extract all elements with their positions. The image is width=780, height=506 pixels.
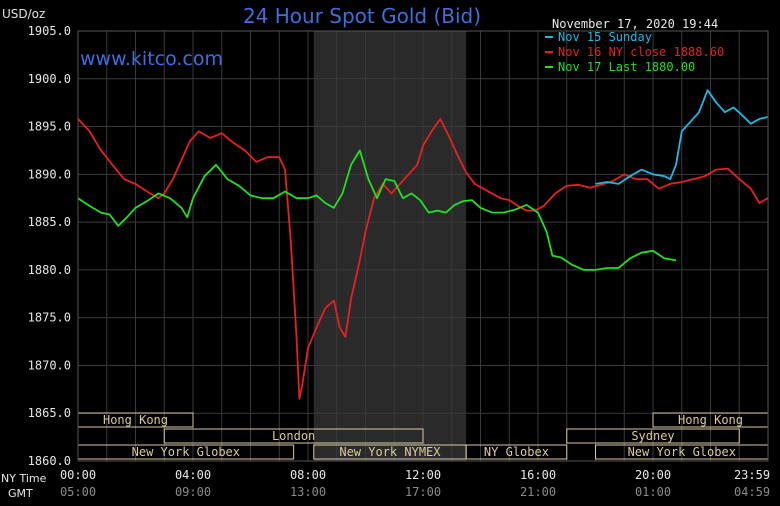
- session-bar: [566, 428, 740, 444]
- session-label: London: [272, 429, 315, 443]
- y-tick-label: 1905.0: [28, 24, 71, 38]
- y-tick-label: 1865.0: [28, 406, 71, 420]
- legend-entry: Nov 15 Sunday: [558, 30, 652, 44]
- y-axis: 1905.0 1900.0 1895.0 1890.0 1885.0 1880.0 1875…: [28, 24, 71, 468]
- session-bar: [465, 444, 568, 460]
- ny-time-tick: 16:00: [520, 468, 556, 482]
- y-tick-label: 1875.0: [28, 311, 71, 325]
- y-tick-label: 1870.0: [28, 358, 71, 372]
- gmt-label: GMT: [8, 487, 33, 500]
- session-bars: Hong Kong Hong Kong London Sydney New York G…: [77, 412, 769, 460]
- y-tick-label: 1895.0: [28, 120, 71, 134]
- grid-lines: [78, 30, 768, 462]
- y-tick-label: 1890.0: [28, 167, 71, 181]
- gmt-tick: 17:00: [405, 485, 441, 499]
- y-tick-label: 1885.0: [28, 215, 71, 229]
- unit-label: USD/oz: [2, 7, 45, 21]
- ny-time-tick: 12:00: [405, 468, 441, 482]
- plot-frame: [77, 30, 769, 462]
- legend-entry: Nov 16 NY close 1888.60: [558, 45, 724, 59]
- ny-time-tick: 23:59: [734, 468, 770, 482]
- price-series: [77, 89, 769, 400]
- gmt-tick: 09:00: [175, 485, 211, 499]
- ny-time-tick: 04:00: [175, 468, 211, 482]
- y-tick-label: 1880.0: [28, 263, 71, 277]
- y-tick-label: 1900.0: [28, 72, 71, 86]
- ny-time-label: NY Time: [1, 472, 47, 485]
- gmt-tick: 01:00: [635, 485, 671, 499]
- series-line: [77, 149, 677, 271]
- legend-entry: Nov 17 Last 1880.00: [558, 60, 695, 74]
- session-bar: [163, 428, 424, 444]
- y-tick-label: 1860.0: [28, 454, 71, 468]
- gmt-tick: 05:00: [60, 485, 96, 499]
- ny-time-tick: 08:00: [290, 468, 326, 482]
- gmt-tick: 21:00: [520, 485, 556, 499]
- x-axis: 00:00 04:00 08:00 12:00 16:00 20:00 23:59 05:00…: [1, 468, 770, 500]
- nymex-shaded-period: [313, 31, 467, 461]
- session-label: Hong Kong: [103, 413, 168, 427]
- series-line: [595, 89, 768, 185]
- session-label: New York Globex: [628, 445, 736, 459]
- session-label: New York NYMEX: [339, 445, 441, 459]
- watermark: www.kitco.com: [80, 48, 223, 70]
- series-line: [77, 118, 769, 400]
- session-label: NY Globex: [484, 445, 549, 459]
- ny-time-tick: 20:00: [635, 468, 671, 482]
- ny-time-tick: 00:00: [60, 468, 96, 482]
- timestamp: November 17, 2020 19:44: [552, 17, 718, 31]
- session-label: New York Globex: [132, 445, 240, 459]
- session-label: Hong Kong: [678, 413, 743, 427]
- gmt-tick: 04:59: [734, 485, 770, 499]
- chart-title: 24 Hour Spot Gold (Bid): [243, 4, 481, 28]
- gmt-tick: 13:00: [290, 485, 326, 499]
- session-label: Sydney: [631, 429, 674, 443]
